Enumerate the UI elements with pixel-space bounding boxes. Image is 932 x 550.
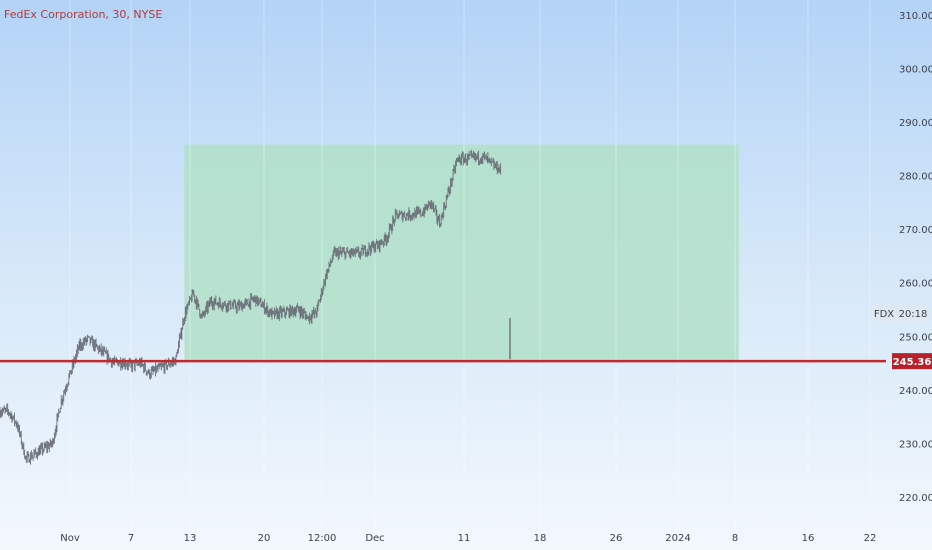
y-tick-label: 280.00: [899, 172, 932, 183]
time-tag-label: 20:18: [899, 309, 928, 320]
y-tick-label: 240.00: [899, 386, 932, 397]
x-tick-label: 26: [610, 533, 623, 544]
x-tick-label: 8: [732, 533, 738, 544]
x-tick-label: 18: [534, 533, 547, 544]
price-tag-label: 245.36: [893, 357, 932, 368]
y-tick-label: 290.00: [899, 118, 932, 129]
highlight-zone: [184, 144, 739, 362]
x-tick-label: 7: [128, 533, 134, 544]
x-tick-label: 20: [258, 533, 271, 544]
y-tick-label: 230.00: [899, 439, 932, 450]
y-tick-label: 270.00: [899, 225, 932, 236]
y-tick-label: 310.00: [899, 11, 932, 22]
y-tick-label: 220.00: [899, 493, 932, 504]
x-tick-label: Nov: [60, 533, 80, 544]
symbol-tag-label: FDX: [874, 309, 894, 320]
x-tick-label: 22: [864, 533, 877, 544]
x-tick-label: 13: [184, 533, 197, 544]
x-tick-label: 16: [802, 533, 815, 544]
y-tick-label: 250.00: [899, 332, 932, 343]
y-tick-label: 300.00: [899, 65, 932, 76]
y-tick-label: 260.00: [899, 279, 932, 290]
x-tick-label: 11: [458, 533, 471, 544]
x-tick-label: 2024: [665, 533, 690, 544]
symbol-tag: [874, 305, 894, 321]
x-tick-label: Dec: [365, 533, 384, 544]
chart-title: FedEx Corporation, 30, NYSE: [4, 8, 163, 21]
time-tag: [896, 305, 930, 321]
price-tag: [892, 353, 932, 370]
x-tick-label: 12:00: [308, 533, 337, 544]
